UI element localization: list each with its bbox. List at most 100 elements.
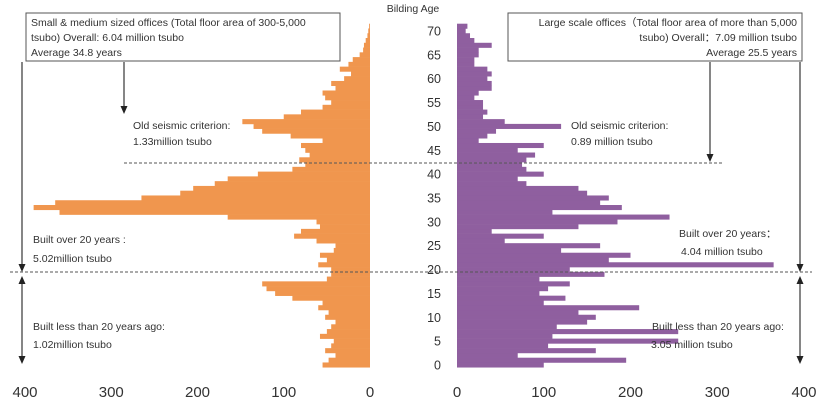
right-old-seismic-value: 0.89 million tsubo (571, 136, 653, 148)
left-less20-value: 1.02million tsubo (33, 339, 112, 351)
right-bar-age-44 (457, 152, 536, 158)
right-less20-arrow (796, 276, 804, 364)
right-bar-age-29 (457, 224, 579, 230)
right-bar-age-46 (457, 142, 544, 149)
left-bar-age-30 (316, 219, 370, 225)
left-bar-age-20 (331, 267, 370, 273)
right-less20-value: 3.05 million tsubo (651, 339, 733, 351)
age-tick-40: 40 (427, 168, 441, 182)
left-less20-label: Built less than 20 years ago: (33, 321, 165, 333)
left-bar-age-0 (322, 362, 370, 368)
right-bar-age-26 (457, 238, 505, 244)
left-bar-age-41 (292, 166, 370, 172)
left-bar-age-8 (331, 324, 370, 330)
left-bar-age-48 (290, 133, 370, 139)
left-bar-age-54 (322, 104, 370, 110)
left-bar-age-47 (322, 138, 370, 144)
left-bar-age-18 (326, 276, 370, 282)
age-tick-70: 70 (427, 25, 441, 39)
left-bar-age-46 (301, 142, 370, 149)
left-bar-age-40 (257, 171, 370, 177)
age-tick-20: 20 (427, 263, 441, 277)
right-bar-age-63 (457, 61, 475, 67)
left-bar-age-22 (326, 257, 370, 263)
age-tick-25: 25 (427, 239, 441, 253)
left-bar-age-4 (331, 343, 370, 349)
right-less20-label: Built less than 20 years ago: (652, 321, 784, 333)
right-bar-age-19 (457, 271, 605, 277)
left-bar-age-70 (368, 28, 370, 34)
left-x-tick-0: 0 (366, 384, 374, 401)
right-bar-age-62 (457, 66, 488, 72)
right-bar-age-47 (457, 138, 479, 144)
left-over20-arrow (18, 62, 26, 272)
left-series-bars (33, 23, 370, 368)
age-tick-30: 30 (427, 215, 441, 229)
left-bar-age-32 (59, 209, 370, 215)
age-tick-55: 55 (427, 96, 441, 110)
right-over20-label: Built over 20 years： (679, 228, 776, 240)
right-bar-age-1 (457, 357, 627, 363)
left-x-tick-200: 200 (185, 384, 210, 401)
right-bar-age-36 (457, 190, 588, 196)
center-axis-title: Bilding Age (387, 3, 440, 15)
right-bar-age-43 (457, 157, 527, 163)
left-bar-age-19 (331, 271, 370, 277)
right-bar-age-8 (457, 324, 557, 330)
left-bar-age-12 (318, 305, 370, 311)
left-bar-age-13 (322, 300, 370, 306)
right-bar-age-68 (457, 38, 475, 44)
age-tick-labels: 0 5 10 15 20 25 30 35 40 45 50 55 60 65 70 (427, 25, 441, 373)
right-old-seismic-label: Old seismic criterion: (571, 120, 668, 132)
right-bar-age-53 (457, 109, 488, 115)
right-bar-age-6 (457, 333, 553, 339)
left-info-box (25, 12, 341, 62)
age-tick-65: 65 (427, 48, 441, 62)
right-x-tick-200: 200 (618, 384, 643, 401)
right-bar-age-42 (457, 162, 523, 168)
left-bar-age-15 (275, 290, 370, 296)
left-bar-age-44 (309, 152, 370, 158)
left-bar-age-43 (299, 157, 370, 163)
right-bar-age-64 (457, 57, 475, 63)
right-bar-age-20 (457, 267, 570, 273)
age-tick-35: 35 (427, 192, 441, 206)
right-bar-age-67 (457, 42, 492, 48)
left-box-line-2: tsubo) Overall: 6.04 million tsubo (31, 32, 184, 44)
left-bar-age-68 (365, 38, 370, 44)
left-bar-age-53 (301, 109, 370, 115)
left-bar-age-38 (214, 181, 370, 187)
left-old-seismic-value: 1.33million tsubo (133, 136, 212, 148)
right-bar-age-4 (457, 343, 549, 349)
left-bar-age-71 (369, 23, 370, 29)
left-bar-age-52 (283, 114, 370, 120)
right-bar-age-65 (457, 52, 479, 58)
left-bar-age-62 (339, 66, 370, 72)
left-box-line-3: Average 34.8 years (31, 47, 122, 59)
right-box-line-1: Large scale offices（Total floor area of … (539, 17, 798, 29)
right-bar-age-55 (457, 100, 484, 106)
right-bar-age-12 (457, 305, 640, 311)
right-bar-age-24 (457, 247, 562, 254)
right-x-tick-100: 100 (531, 384, 556, 401)
left-bar-age-6 (319, 333, 370, 339)
right-bar-age-33 (457, 205, 622, 211)
right-bar-age-34 (457, 200, 601, 206)
right-bar-age-10 (457, 314, 596, 320)
right-info-box (507, 12, 803, 62)
left-over20-label: Built over 20 years : (33, 234, 126, 246)
left-bar-age-51 (242, 119, 370, 125)
left-bar-age-37 (193, 185, 370, 191)
right-bar-age-32 (457, 209, 553, 215)
left-less20-arrow (18, 276, 26, 364)
right-bar-age-59 (457, 80, 492, 87)
left-bar-age-49 (262, 128, 370, 134)
right-bar-age-52 (457, 114, 484, 120)
right-bar-age-51 (457, 119, 505, 125)
right-bar-age-70 (457, 28, 466, 34)
left-x-tick-100: 100 (271, 384, 296, 401)
left-box-line-1: Small & medium sized offices (Total floo… (31, 17, 306, 29)
right-bar-age-41 (457, 166, 527, 172)
right-bar-age-23 (457, 252, 631, 258)
